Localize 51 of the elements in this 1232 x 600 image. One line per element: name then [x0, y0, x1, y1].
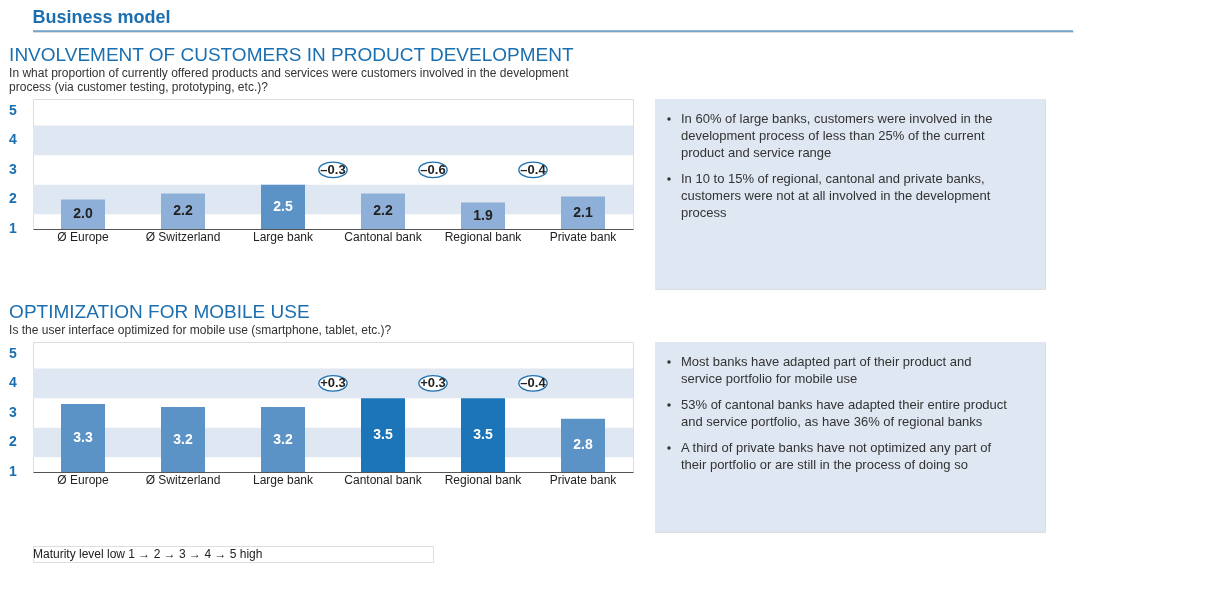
data-label: 3.5	[373, 426, 393, 443]
y-tick-label: 3	[9, 160, 18, 177]
x-tick-label: Cantonal bank	[344, 472, 423, 487]
text: 53% of cantonal banks have adapted their entire product and service portfolio, as have 36% of regional banks	[681, 397, 1008, 429]
text: In 60% of large banks, customers were involved in the development process of less than 25% of the current product and service range	[681, 111, 993, 160]
annotation: –0.6	[420, 161, 446, 177]
x-tick-label: Regional bank	[444, 229, 523, 244]
annotation: +0.3	[420, 375, 446, 391]
y-tick-label: 5	[9, 101, 18, 118]
x-tick-label: Ø Europe	[57, 472, 109, 487]
x-tick-label: Private bank	[549, 472, 618, 487]
x-tick-label: Ø Switzerland	[145, 229, 221, 244]
data-label: 2.1	[573, 203, 593, 220]
y-tick-label: 1	[9, 220, 18, 236]
data-label: 3.5	[473, 426, 493, 443]
data-label: 3.2	[173, 430, 193, 447]
data-label: 1.9	[473, 206, 493, 223]
x-tick-label: Ø Switzerland	[145, 472, 221, 487]
chart-subtitle: In what proportion of currently offered products and services were customers involved in the development process (via customer testing, prototyping, etc.)?	[9, 66, 570, 94]
data-label: 2.2	[173, 202, 193, 219]
text: A third of private banks have not optimized any part of their portfolio or are still in the process of doing so	[681, 440, 992, 472]
data-label: 2.2	[373, 202, 393, 219]
annotation: –0.4	[520, 375, 547, 391]
x-tick-label: Regional bank	[444, 472, 523, 487]
annotation: –0.4	[520, 161, 547, 177]
y-tick-label: 2	[9, 433, 18, 450]
x-tick-label: Large bank	[252, 229, 315, 244]
data-label: 2.5	[273, 197, 293, 214]
annotation: –0.3	[320, 161, 346, 177]
data-label: 2.0	[73, 205, 93, 222]
x-tick-label: Cantonal bank	[344, 229, 423, 244]
y-tick-label: 3	[9, 403, 18, 420]
data-label: 3.3	[73, 429, 93, 446]
x-tick-label: Large bank	[252, 472, 315, 487]
y-tick-label: 4	[9, 374, 18, 391]
x-tick-label: Private bank	[549, 229, 618, 244]
text: Business model	[32, 6, 171, 27]
text: In 10 to 15% of regional, cantonal and private banks, customers were not at all involved in the development process	[681, 171, 991, 220]
chart-title: INVOLVEMENT OF CUSTOMERS IN PRODUCT DEVELOPMENT	[9, 44, 574, 65]
data-label: 2.8	[573, 436, 593, 453]
text: Maturity level low 1 → 2 → 3 → 4 → 5 high	[33, 547, 263, 561]
chart-subtitle: Is the user interface optimized for mobile use (smartphone, tablet, etc.)?	[9, 323, 392, 337]
data-label: 3.2	[273, 430, 293, 447]
x-tick-label: Ø Europe	[57, 229, 109, 244]
text: Most banks have adapted part of their product and service portfolio for mobile use	[681, 354, 972, 386]
y-tick-label: 2	[9, 190, 18, 207]
y-tick-label: 1	[9, 463, 18, 479]
annotation: +0.3	[320, 375, 346, 391]
y-tick-label: 5	[9, 344, 18, 361]
chart-title: OPTIMIZATION FOR MOBILE USE	[9, 301, 310, 322]
y-tick-label: 4	[9, 131, 18, 148]
